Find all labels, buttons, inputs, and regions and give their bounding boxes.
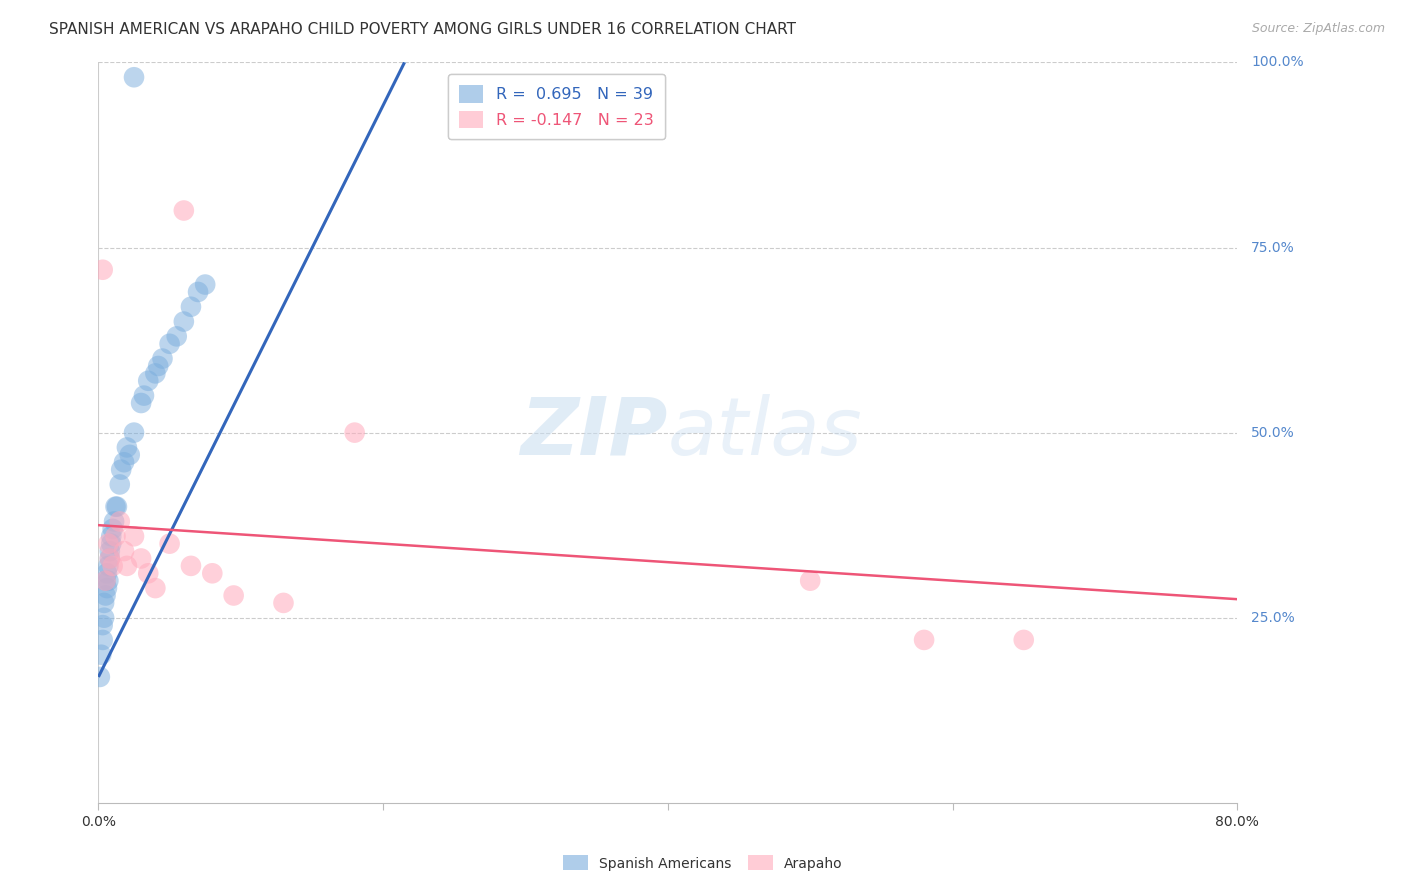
Text: atlas: atlas bbox=[668, 393, 863, 472]
Spanish Americans bbox=[136, 374, 159, 388]
Spanish Americans bbox=[166, 329, 188, 343]
Spanish Americans bbox=[187, 285, 209, 299]
Spanish Americans bbox=[98, 551, 121, 566]
Spanish Americans bbox=[148, 359, 170, 373]
Arapaho bbox=[273, 596, 295, 610]
Spanish Americans bbox=[103, 515, 125, 529]
Arapaho bbox=[180, 558, 202, 573]
Arapaho bbox=[98, 551, 121, 566]
Arapaho bbox=[104, 529, 127, 543]
Spanish Americans bbox=[108, 477, 131, 491]
Arapaho bbox=[136, 566, 159, 581]
Spanish Americans bbox=[159, 336, 181, 351]
Spanish Americans bbox=[180, 300, 202, 314]
Arapaho bbox=[91, 262, 114, 277]
Spanish Americans bbox=[91, 618, 114, 632]
Spanish Americans bbox=[101, 522, 124, 536]
Text: 25.0%: 25.0% bbox=[1251, 611, 1295, 624]
Arapaho bbox=[159, 536, 181, 550]
Spanish Americans bbox=[145, 367, 167, 381]
Arapaho bbox=[912, 632, 935, 647]
Arapaho bbox=[94, 574, 117, 588]
Spanish Americans bbox=[194, 277, 217, 292]
Spanish Americans bbox=[122, 425, 145, 440]
Arapaho bbox=[201, 566, 224, 581]
Spanish Americans bbox=[100, 536, 122, 550]
Spanish Americans bbox=[173, 314, 195, 328]
Arapaho bbox=[112, 544, 135, 558]
Spanish Americans bbox=[110, 462, 132, 476]
Arapaho bbox=[108, 515, 131, 529]
Spanish Americans bbox=[118, 448, 141, 462]
Arapaho bbox=[101, 558, 124, 573]
Arapaho bbox=[97, 536, 120, 550]
Spanish Americans bbox=[90, 648, 112, 662]
Legend: Spanish Americans, Arapaho: Spanish Americans, Arapaho bbox=[558, 850, 848, 876]
Arapaho bbox=[115, 558, 138, 573]
Spanish Americans bbox=[89, 670, 111, 684]
Arapaho bbox=[1012, 632, 1035, 647]
Arapaho bbox=[799, 574, 821, 588]
Spanish Americans bbox=[132, 388, 155, 402]
Arapaho bbox=[122, 529, 145, 543]
Spanish Americans bbox=[96, 566, 118, 581]
Text: 75.0%: 75.0% bbox=[1251, 241, 1295, 254]
Arapaho bbox=[129, 551, 152, 566]
Spanish Americans bbox=[91, 632, 114, 647]
Spanish Americans bbox=[93, 596, 115, 610]
Spanish Americans bbox=[93, 610, 115, 624]
Text: SPANISH AMERICAN VS ARAPAHO CHILD POVERTY AMONG GIRLS UNDER 16 CORRELATION CHART: SPANISH AMERICAN VS ARAPAHO CHILD POVERT… bbox=[49, 22, 796, 37]
Legend: R =  0.695   N = 39, R = -0.147   N = 23: R = 0.695 N = 39, R = -0.147 N = 23 bbox=[449, 74, 665, 139]
Arapaho bbox=[145, 581, 167, 595]
Spanish Americans bbox=[98, 544, 121, 558]
Arapaho bbox=[173, 203, 195, 218]
Spanish Americans bbox=[96, 581, 118, 595]
Arapaho bbox=[222, 589, 245, 603]
Spanish Americans bbox=[122, 70, 145, 85]
Spanish Americans bbox=[97, 574, 120, 588]
Text: ZIP: ZIP bbox=[520, 393, 668, 472]
Spanish Americans bbox=[94, 574, 117, 588]
Arapaho bbox=[343, 425, 366, 440]
Spanish Americans bbox=[105, 500, 128, 514]
Spanish Americans bbox=[104, 500, 127, 514]
Text: 50.0%: 50.0% bbox=[1251, 425, 1295, 440]
Text: 100.0%: 100.0% bbox=[1251, 55, 1303, 70]
Spanish Americans bbox=[152, 351, 174, 366]
Spanish Americans bbox=[112, 455, 135, 469]
Text: Source: ZipAtlas.com: Source: ZipAtlas.com bbox=[1251, 22, 1385, 36]
Spanish Americans bbox=[97, 558, 120, 573]
Spanish Americans bbox=[129, 396, 152, 410]
Spanish Americans bbox=[94, 589, 117, 603]
Spanish Americans bbox=[100, 529, 122, 543]
Spanish Americans bbox=[115, 441, 138, 455]
